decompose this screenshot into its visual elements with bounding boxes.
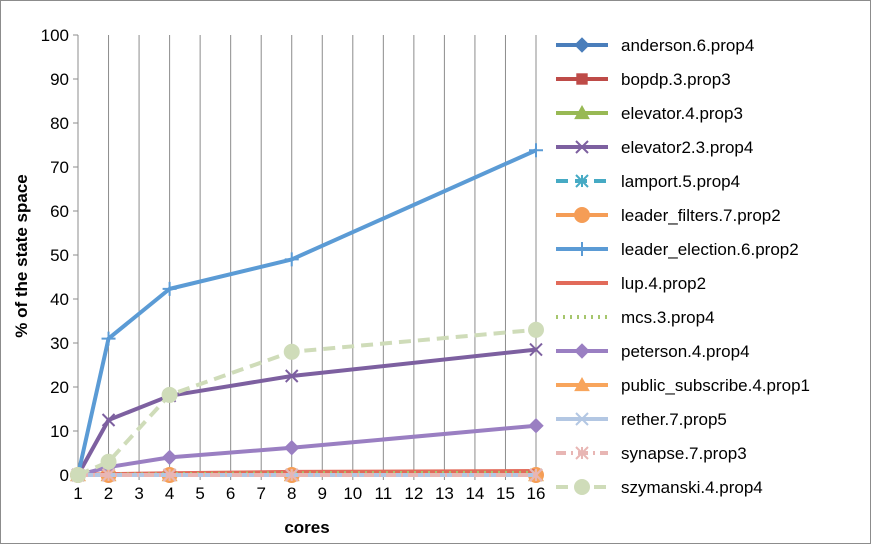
x-tick-label: 12 [404,484,423,503]
series-szymanski.4.prop4 [70,321,544,483]
legend-item: leader_election.6.prop2 [556,240,799,259]
data-point [285,468,299,482]
y-tick-label: 50 [50,246,69,265]
legend-marker [575,174,589,188]
legend-label: mcs.3.prop4 [621,308,715,327]
legend-label: elevator.4.prop3 [621,104,743,123]
legend-label: elevator2.3.prop4 [621,138,753,157]
data-point [285,369,299,383]
legend-marker [574,479,590,495]
legend-label: peterson.4.prop4 [621,342,750,361]
x-tick-label: 2 [104,484,113,503]
y-tick-label: 60 [50,202,69,221]
legend-item: rether.7.prop5 [556,410,727,429]
y-tick-label: 0 [60,466,69,485]
x-tick-label: 10 [343,484,362,503]
y-tick-label: 30 [50,334,69,353]
x-tick-label: 9 [318,484,327,503]
legend-label: anderson.6.prop4 [621,36,754,55]
data-point [101,468,116,482]
legend-marker [575,140,589,154]
y-tick-label: 100 [41,26,69,45]
data-point [161,386,178,403]
data-point [284,252,299,267]
legend-item: lup.4.prop2 [556,274,706,293]
legend-label: synapse.7.prop3 [621,444,747,463]
data-point [528,321,544,338]
data-point [528,418,544,434]
x-tick-label: 14 [465,484,484,503]
legend-marker [575,242,589,256]
legend-item: mcs.3.prop4 [556,308,715,327]
legend-marker [574,37,590,53]
x-tick-label: 15 [496,484,515,503]
x-tick-label: 5 [195,484,204,503]
legend-item: leader_filters.7.prop2 [556,206,781,225]
data-point [529,342,543,357]
y-axis-title: % of the state space [12,174,31,337]
x-tick-label: 8 [287,484,296,503]
y-tick-label: 90 [50,70,69,89]
legend-marker [575,412,589,426]
x-axis-title: cores [284,518,329,537]
x-tick-label: 11 [375,484,393,503]
legend-item: elevator2.3.prop4 [556,138,753,157]
data-point [101,331,116,346]
legend-item: anderson.6.prop4 [556,36,754,55]
y-tick-label: 80 [50,114,69,133]
legend-marker [576,73,588,85]
data-point [283,343,300,360]
data-point [284,440,300,456]
x-tick-label: 6 [226,484,235,503]
data-point [101,413,116,427]
data-point [529,468,543,482]
y-tick-label: 10 [50,422,69,441]
data-point [162,468,177,482]
legend-label: bopdp.3.prop3 [621,70,731,89]
data-point [70,467,86,483]
legend-marker [574,207,590,223]
legend-item: szymanski.4.prop4 [556,478,763,497]
legend-marker [574,376,590,392]
data-point [162,281,177,296]
legend-item: lamport.5.prop4 [556,172,740,191]
legend-item: peterson.4.prop4 [556,342,750,361]
y-tick-label: 40 [50,290,69,309]
x-tick-label: 1 [73,484,82,503]
x-tick-label: 7 [256,484,265,503]
data-point [529,143,543,158]
x-tick-label: 4 [165,484,174,503]
x-tick-label: 16 [527,484,546,503]
legend-label: lamport.5.prop4 [621,172,740,191]
legend-item: bopdp.3.prop3 [556,70,731,89]
legend-marker [574,343,590,359]
series-layer [70,143,544,483]
x-tick-label: 13 [435,484,454,503]
y-tick-label: 70 [50,158,69,177]
legend-marker [574,104,590,120]
data-point [100,453,117,470]
legend-label: rether.7.prop5 [621,410,727,429]
x-tick-label: 3 [134,484,143,503]
legend-label: leader_election.6.prop2 [621,240,799,259]
legend-label: public_subscribe.4.prop1 [621,376,810,395]
legend-item: public_subscribe.4.prop1 [556,376,810,395]
legend-marker [575,446,589,460]
legend-label: leader_filters.7.prop2 [621,206,781,225]
legend-label: szymanski.4.prop4 [621,478,763,497]
legend-label: lup.4.prop2 [621,274,706,293]
data-point [161,449,178,466]
legend-item: elevator.4.prop3 [556,104,743,123]
legend-item: synapse.7.prop3 [556,444,747,463]
legend: anderson.6.prop4 bopdp.3.prop3 elevator.4.… [556,36,810,497]
y-tick-label: 20 [50,378,69,397]
